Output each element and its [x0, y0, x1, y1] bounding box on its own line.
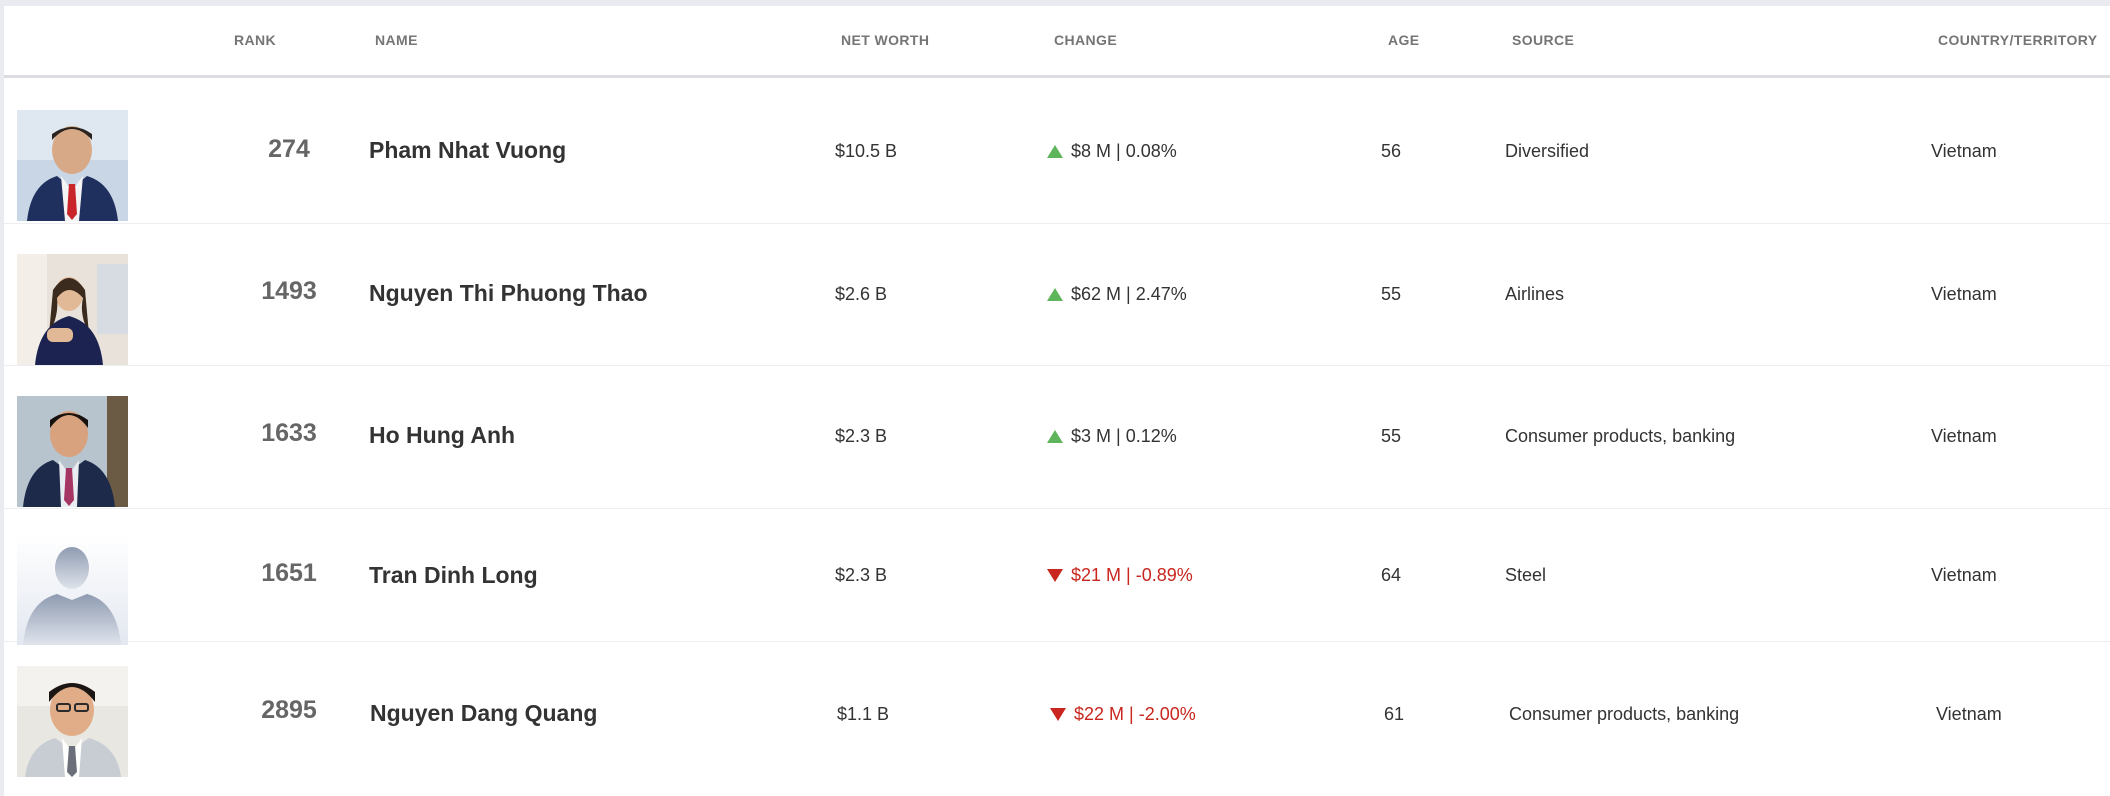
person-photo[interactable] — [17, 254, 128, 365]
billionaires-table: RANK NAME NET WORTH CHANGE AGE SOURCE CO… — [4, 6, 2110, 796]
age-value: 55 — [1381, 426, 1402, 446]
column-header-source[interactable]: SOURCE — [1512, 32, 1575, 48]
source-value: Consumer products, banking — [1509, 704, 1740, 724]
person-name[interactable]: Nguyen Dang Quang — [370, 700, 598, 726]
source-value: Consumer products, banking — [1505, 426, 1736, 446]
table-header: RANK NAME NET WORTH CHANGE AGE SOURCE CO… — [4, 6, 2110, 78]
portrait-image — [17, 254, 128, 365]
age-value: 55 — [1381, 284, 1402, 304]
down-arrow-icon — [1050, 708, 1066, 721]
country-value: Vietnam — [1931, 141, 1997, 161]
net-worth-value: $2.3 B — [835, 426, 888, 446]
change-value: $22 M | -2.00% — [1050, 704, 1196, 725]
down-arrow-icon — [1047, 569, 1063, 582]
rank-value: 1493 — [261, 277, 317, 305]
country-value: Vietnam — [1931, 426, 1997, 446]
age-value: 64 — [1381, 565, 1402, 585]
placeholder-avatar-icon — [17, 534, 128, 645]
age-value: 56 — [1381, 141, 1402, 161]
column-header-country[interactable]: COUNTRY/TERRITORY — [1938, 32, 2098, 48]
country-value: Vietnam — [1931, 565, 1997, 585]
change-value: $8 M | 0.08% — [1047, 141, 1177, 162]
person-photo[interactable] — [17, 666, 128, 777]
age-value: 61 — [1384, 704, 1405, 724]
net-worth-value: $2.3 B — [835, 565, 888, 585]
table-row[interactable]: 1493 Nguyen Thi Phuong Thao $2.6 B $62 M… — [4, 224, 2110, 366]
change-text: $8 M | 0.08% — [1071, 141, 1177, 161]
rank-value: 274 — [268, 135, 310, 163]
table-row[interactable]: 1651 Tran Dinh Long $2.3 B $21 M | -0.89… — [4, 509, 2110, 645]
person-photo[interactable] — [17, 534, 128, 645]
up-arrow-icon — [1047, 145, 1063, 158]
person-name[interactable]: Nguyen Thi Phuong Thao — [369, 280, 648, 306]
up-arrow-icon — [1047, 288, 1063, 301]
up-arrow-icon — [1047, 430, 1063, 443]
portrait-image — [17, 666, 128, 777]
net-worth-value: $10.5 B — [835, 141, 898, 161]
person-photo[interactable] — [17, 110, 128, 221]
country-value: Vietnam — [1931, 284, 1997, 304]
person-name[interactable]: Tran Dinh Long — [369, 562, 538, 588]
rank-value: 1633 — [261, 419, 317, 447]
rank-value: 1651 — [261, 559, 317, 587]
column-header-net-worth[interactable]: NET WORTH — [841, 32, 930, 48]
table-row[interactable]: 2895 Nguyen Dang Quang $1.1 B $22 M | -2… — [4, 642, 2110, 796]
table-row[interactable]: 274 Pham Nhat Vuong $10.5 B $8 M | 0.08%… — [4, 81, 2110, 224]
source-value: Steel — [1505, 565, 1547, 585]
change-value: $3 M | 0.12% — [1047, 426, 1177, 447]
source-value: Diversified — [1505, 141, 1590, 161]
column-header-name[interactable]: NAME — [375, 32, 418, 48]
change-text: $62 M | 2.47% — [1071, 284, 1187, 304]
portrait-image — [17, 110, 128, 221]
person-name[interactable]: Ho Hung Anh — [369, 422, 516, 448]
column-header-age[interactable]: AGE — [1388, 32, 1420, 48]
change-text: $3 M | 0.12% — [1071, 426, 1177, 446]
country-value: Vietnam — [1936, 704, 2002, 724]
change-value: $62 M | 2.47% — [1047, 284, 1187, 305]
person-photo[interactable] — [17, 396, 128, 507]
change-text: $21 M | -0.89% — [1071, 565, 1193, 585]
person-name[interactable]: Pham Nhat Vuong — [369, 137, 567, 163]
change-text: $22 M | -2.00% — [1074, 704, 1196, 724]
table-row[interactable]: 1633 Ho Hung Anh $2.3 B $3 M | 0.12% 55 … — [4, 366, 2110, 509]
rank-value: 2895 — [261, 696, 317, 724]
change-value: $21 M | -0.89% — [1047, 565, 1193, 586]
net-worth-value: $1.1 B — [837, 704, 890, 724]
source-value: Airlines — [1505, 284, 1565, 304]
portrait-image — [17, 396, 128, 507]
column-header-rank[interactable]: RANK — [234, 32, 277, 48]
column-header-change[interactable]: CHANGE — [1054, 32, 1118, 48]
net-worth-value: $2.6 B — [835, 284, 888, 304]
